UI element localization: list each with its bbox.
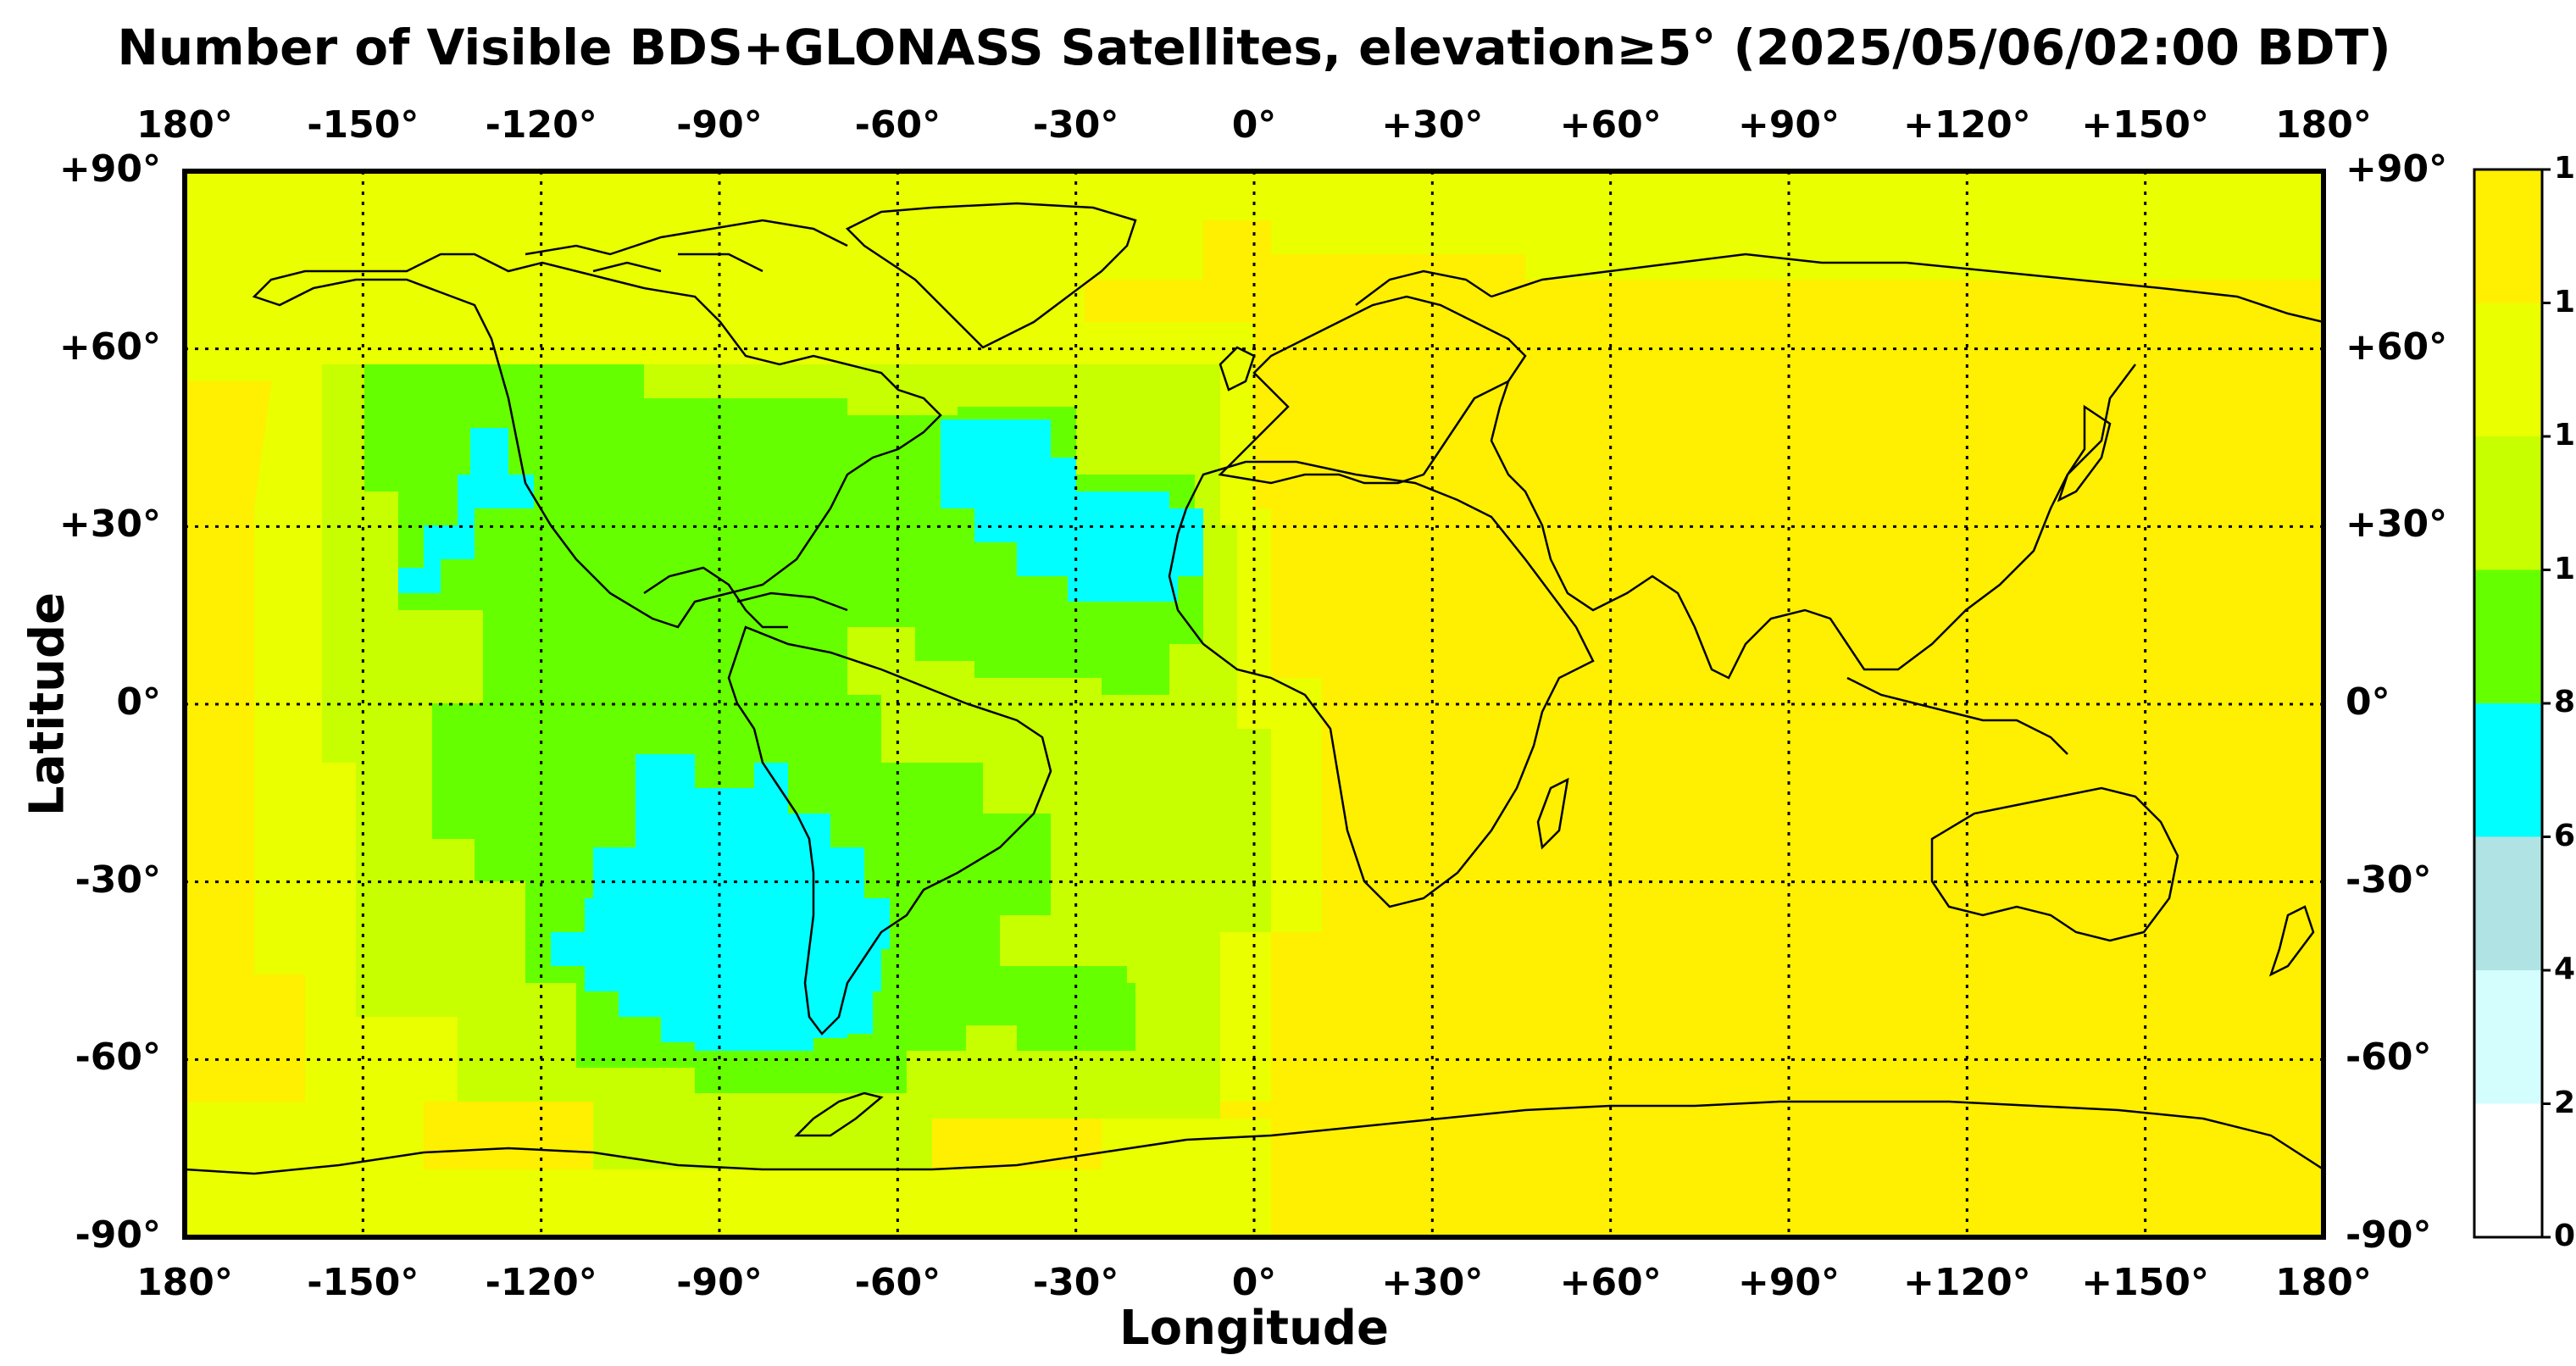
colorbar-tick-label: 4 (2554, 952, 2576, 986)
coast-australia (1930, 786, 2179, 942)
coast-japan (2057, 404, 2112, 503)
field-6-8-pacific (398, 428, 534, 593)
coast-southeast-asia (1846, 676, 2068, 755)
colorbar-segment (2474, 169, 2542, 303)
x-tick-label: +120° (1902, 1261, 2031, 1304)
x-tick-label: -60° (854, 1261, 941, 1304)
x-tick-label: +60° (1559, 103, 1662, 147)
field-8-10-south (966, 966, 1127, 1025)
colorbar-segment (2474, 970, 2542, 1104)
y-tick-label-right: 0° (2346, 680, 2390, 724)
coast-south-america (727, 625, 1052, 1036)
y-tick-label-left: -90° (75, 1213, 162, 1257)
coast-asia (1490, 253, 2323, 680)
x-tick-label: -150° (307, 103, 419, 147)
colorbar-tick-label: 6 (2554, 818, 2576, 853)
y-tick-label-right: -60° (2346, 1036, 2432, 1080)
y-tick-label-right: +90° (2346, 147, 2448, 191)
colorbar-tick-label: 12 (2554, 418, 2576, 453)
x-tick-label: +30° (1381, 103, 1484, 147)
coast-antarctic-peninsula (793, 1091, 884, 1137)
x-tick-label: -120° (485, 1261, 597, 1304)
colorbar-segment (2474, 436, 2542, 570)
x-tick-label: +30° (1381, 1261, 1484, 1304)
coastlines (185, 202, 2323, 1175)
x-tick-label: +60° (1559, 1261, 1662, 1304)
coast-antarctica (185, 1100, 2323, 1175)
coast-madagascar (1536, 777, 1569, 850)
colorbar-segment (2474, 569, 2542, 703)
y-tick-label-left: +60° (58, 325, 161, 369)
coast-gulf (643, 566, 788, 629)
x-tick-label: -30° (1032, 1261, 1119, 1304)
coast-new-zealand (2268, 905, 2315, 977)
x-tick-label: 180° (2275, 1261, 2372, 1304)
colorbar-tick-label: 14 (2554, 284, 2576, 319)
colorbar-tick-label: 2 (2554, 1085, 2576, 1120)
coast-scandinavia (1355, 269, 1492, 306)
gridlines (185, 171, 2323, 1237)
x-tick-label: 180° (136, 1261, 233, 1304)
x-tick-label: -150° (307, 1261, 419, 1304)
colorbar-tick-label: 8 (2554, 685, 2576, 719)
y-tick-label-right: +60° (2346, 325, 2448, 369)
y-tick-label-left: +90° (58, 147, 161, 191)
coast-arctic-islands (525, 219, 848, 273)
x-tick-label: +90° (1737, 103, 1840, 147)
coast-caribbean (736, 591, 848, 612)
colorbar-segment (2474, 836, 2542, 970)
x-tick-label: +120° (1902, 103, 2031, 147)
x-tick-label: 0° (1231, 1261, 1277, 1304)
x-tick-label: -90° (676, 103, 763, 147)
x-tick-label: +150° (2081, 103, 2210, 147)
x-axis-label: Longitude (1119, 1301, 1390, 1356)
y-tick-label-left: 0° (116, 680, 161, 724)
x-tick-label: -90° (676, 1261, 763, 1304)
chart-title: Number of Visible BDS+GLONASS Satellites… (117, 19, 2391, 76)
x-tick-label: +150° (2081, 1261, 2210, 1304)
colorbar-segment (2474, 703, 2542, 837)
field-6-8-atlantic (941, 419, 1203, 602)
y-tick-label-right: -30° (2346, 858, 2432, 902)
coast-africa (1168, 460, 1595, 908)
coast-greenland (845, 202, 1137, 349)
y-tick-label-left: -60° (75, 1036, 162, 1080)
colorbar-segment (2474, 1103, 2542, 1237)
y-axis-label: Latitude (19, 591, 75, 817)
x-tick-label: -60° (854, 103, 941, 147)
field-8-10 (364, 364, 1203, 1093)
colorbar (2473, 168, 2551, 1239)
x-tick-label: 180° (2275, 103, 2372, 147)
coast-europe (1218, 295, 1527, 485)
x-tick-label: -30° (1032, 103, 1119, 147)
x-tick-label: -120° (485, 103, 597, 147)
colorbar-tick-label: 0 (2554, 1219, 2576, 1253)
y-tick-label-right: +30° (2346, 503, 2448, 547)
y-tick-label-right: -90° (2346, 1213, 2432, 1257)
x-tick-label: +90° (1737, 1261, 1840, 1304)
x-tick-label: 180° (136, 103, 233, 147)
coast-uk (1219, 346, 1256, 391)
colorbar-tick-label: 10 (2554, 551, 2576, 586)
colorbar-segment (2474, 303, 2542, 436)
colorbar-tick-label: 16 (2554, 151, 2576, 186)
y-tick-label-left: +30° (58, 503, 161, 547)
x-tick-label: 0° (1231, 103, 1277, 147)
y-tick-label-left: -30° (75, 858, 162, 902)
map-frame (182, 169, 2326, 1240)
